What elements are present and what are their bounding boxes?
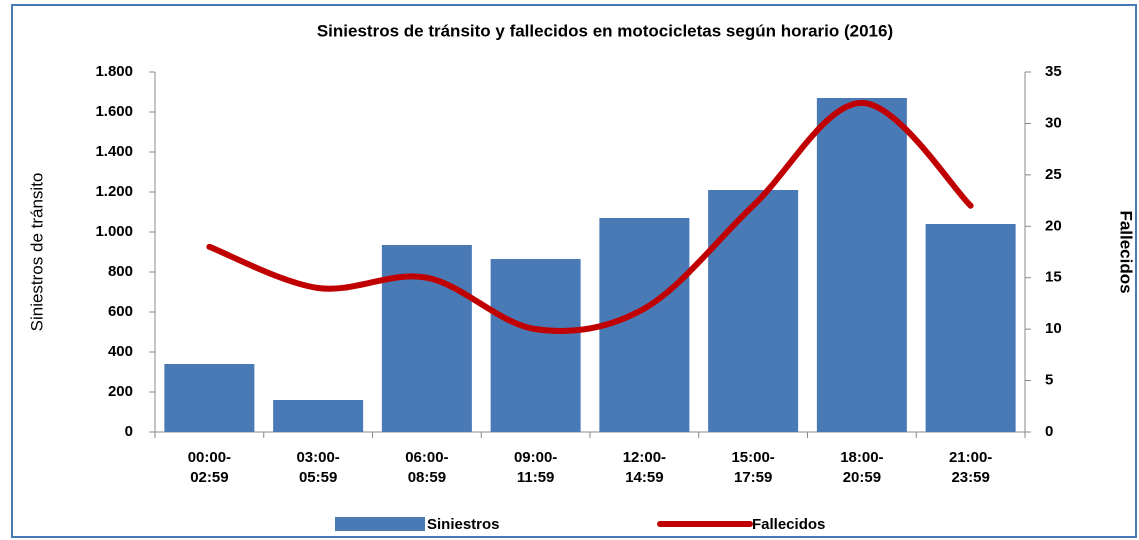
bar bbox=[164, 364, 255, 432]
bar bbox=[708, 190, 799, 432]
bar bbox=[381, 245, 472, 432]
x-tick-label: 09:00- 11:59 bbox=[513, 449, 558, 486]
bar bbox=[925, 224, 1016, 432]
y-tick-label: 400 bbox=[108, 343, 133, 360]
y-tick-label: 800 bbox=[108, 263, 133, 280]
legend-label: Siniestros bbox=[427, 516, 500, 533]
y2-tick-label: 35 bbox=[1045, 63, 1062, 80]
frame bbox=[11, 4, 1137, 538]
y2-tick-label: 5 bbox=[1045, 372, 1053, 389]
bar bbox=[490, 259, 581, 432]
y-tick-label: 0 bbox=[125, 423, 133, 440]
chart-title: Siniestros de tránsito y fallecidos en m… bbox=[317, 21, 893, 40]
bar bbox=[816, 98, 907, 432]
x-tick-label: 18:00- 20:59 bbox=[840, 449, 884, 486]
y2-tick-label: 0 bbox=[1045, 423, 1053, 440]
x-tick-label: 21:00- 23:59 bbox=[948, 449, 993, 486]
x-tick-label: 03:00- 05:59 bbox=[296, 449, 340, 486]
y-tick-label: 600 bbox=[108, 303, 133, 320]
y-tick-label: 1.800 bbox=[95, 63, 133, 80]
line bbox=[206, 99, 974, 334]
x-tick-label: 15:00- 17:59 bbox=[731, 449, 775, 486]
y2-tick-label: 30 bbox=[1045, 114, 1062, 131]
x-tick-label: 12:00- 14:59 bbox=[622, 449, 667, 486]
y2-tick-label: 25 bbox=[1045, 166, 1062, 183]
legend-label: Fallecidos bbox=[752, 516, 825, 533]
y-tick-label: 1.000 bbox=[95, 223, 133, 240]
y-tick-label: 1.200 bbox=[95, 183, 133, 200]
y2-axis-title: Fallecidos bbox=[1117, 210, 1136, 293]
legend-swatch bbox=[335, 517, 425, 531]
y2-tick-label: 20 bbox=[1045, 217, 1062, 234]
bar bbox=[273, 400, 364, 432]
x-tick-label: 00:00- 02:59 bbox=[187, 449, 232, 486]
x-tick-label: 06:00- 08:59 bbox=[405, 449, 449, 486]
y2-tick-label: 10 bbox=[1045, 320, 1062, 337]
y-tick-label: 200 bbox=[108, 383, 133, 400]
y2-tick-label: 15 bbox=[1045, 269, 1062, 286]
y-tick-label: 1.400 bbox=[95, 143, 133, 160]
y-tick-label: 1.600 bbox=[95, 103, 133, 120]
y-axis-title: Siniestros de tránsito bbox=[27, 173, 46, 332]
